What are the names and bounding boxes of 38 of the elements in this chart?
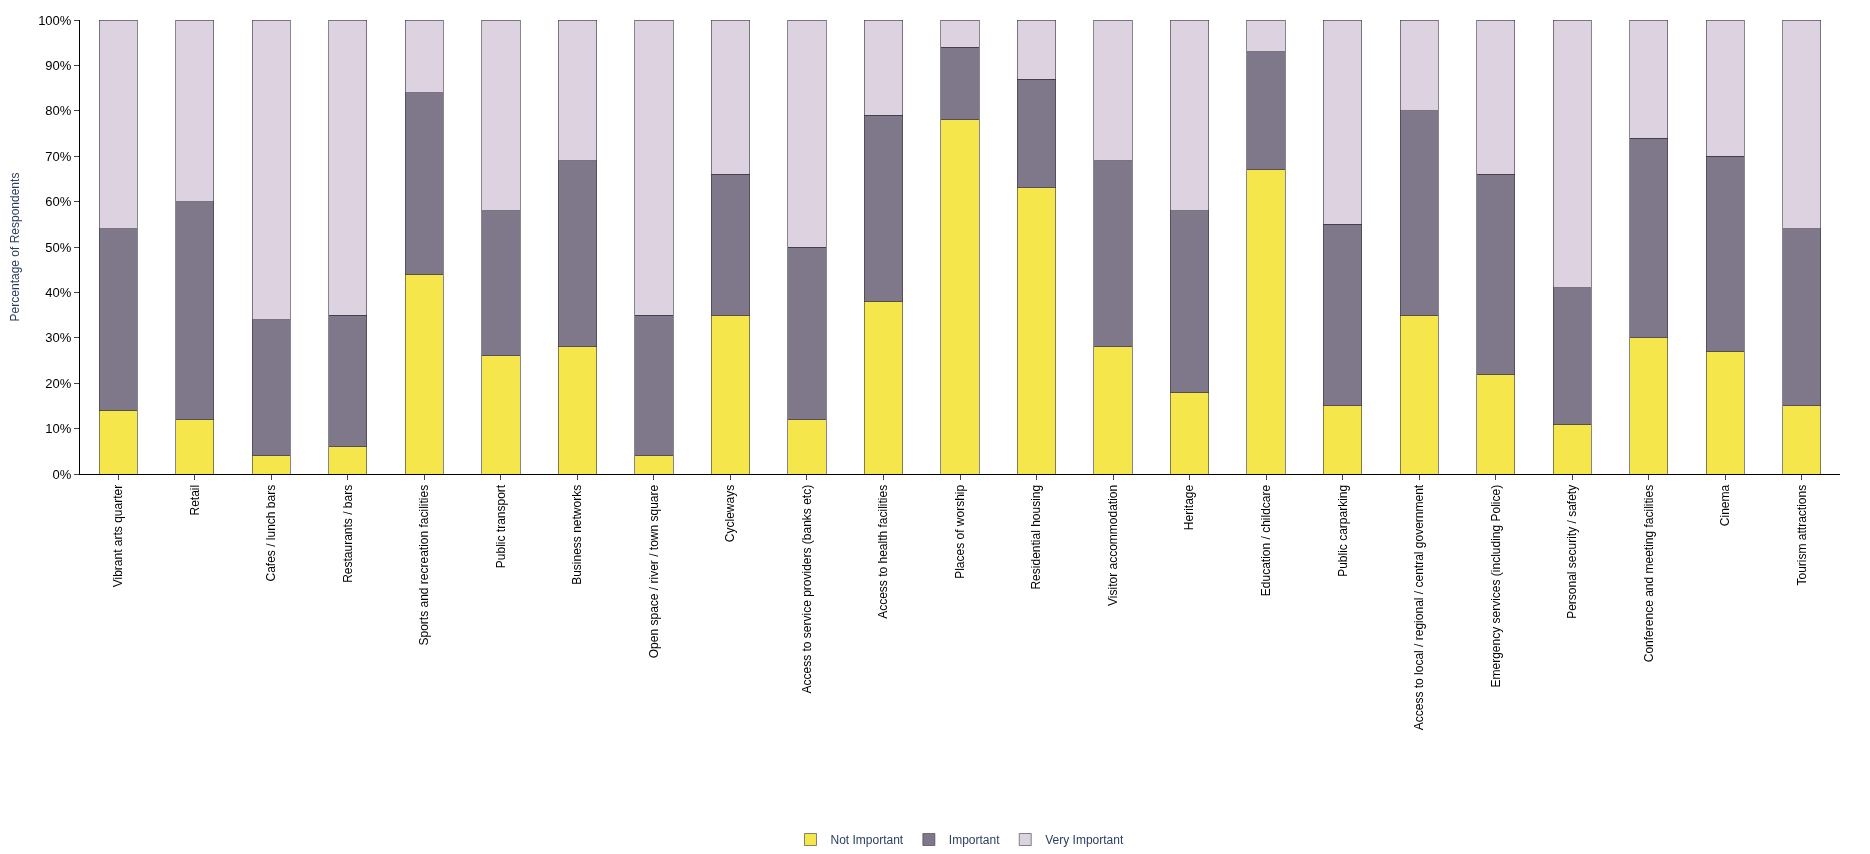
x-tick-label: Cinema	[1718, 484, 1733, 527]
x-tick-label: Business networks	[570, 484, 585, 585]
x-tick-label: Vibrant arts quarter	[111, 484, 126, 588]
x-tick-label: Education / childcare	[1258, 484, 1273, 597]
y-tick-label: 40%	[45, 284, 72, 300]
y-tick-label: 0%	[52, 466, 72, 482]
y-tick-label: 30%	[45, 330, 72, 346]
x-tick-label: Access to service providers (banks etc)	[799, 484, 814, 694]
y-tick-label: 20%	[45, 375, 72, 391]
y-tick-label: 70%	[45, 148, 72, 164]
x-tick-label: Restaurants / bars	[340, 484, 355, 583]
y-axis-title: Percentage of Respondents	[8, 172, 23, 322]
legend-label: Not Important	[830, 833, 904, 848]
x-tick-label: Sports and recreation facilities	[417, 484, 432, 646]
y-tick-label: 50%	[45, 239, 72, 255]
legend-label: Very Important	[1045, 833, 1124, 848]
x-tick-label: Access to local / regional / central government	[1412, 484, 1427, 731]
x-tick-label: Retail	[187, 484, 202, 516]
x-tick-label: Conference and meeting facilities	[1641, 484, 1656, 663]
x-tick-label: Cafes / lunch bars	[264, 484, 279, 582]
y-tick-label: 100%	[38, 12, 72, 28]
x-tick-label: Public carparking	[1335, 484, 1350, 577]
x-tick-label: Residential housing	[1029, 484, 1044, 590]
y-tick-label: 90%	[45, 57, 72, 73]
x-tick-label: Open space / river / town square	[646, 484, 661, 659]
x-tick-label: Emergency services (including Police)	[1488, 484, 1503, 688]
x-tick-label: Places of worship	[952, 484, 967, 579]
y-tick-label: 80%	[45, 103, 72, 119]
x-tick-label: Access to health facilities	[876, 484, 891, 619]
x-tick-label: Cycleways	[723, 484, 738, 543]
legend-label: Important	[948, 833, 1001, 848]
y-tick-label: 60%	[45, 194, 72, 210]
x-tick-label: Public transport	[493, 484, 508, 569]
x-tick-label: Visitor accommodation	[1105, 484, 1120, 606]
y-tick-label: 10%	[45, 421, 72, 437]
x-tick-label: Tourism attractions	[1794, 484, 1809, 586]
x-tick-label: Personal security / safety	[1565, 484, 1580, 619]
x-tick-label: Heritage	[1182, 484, 1197, 531]
